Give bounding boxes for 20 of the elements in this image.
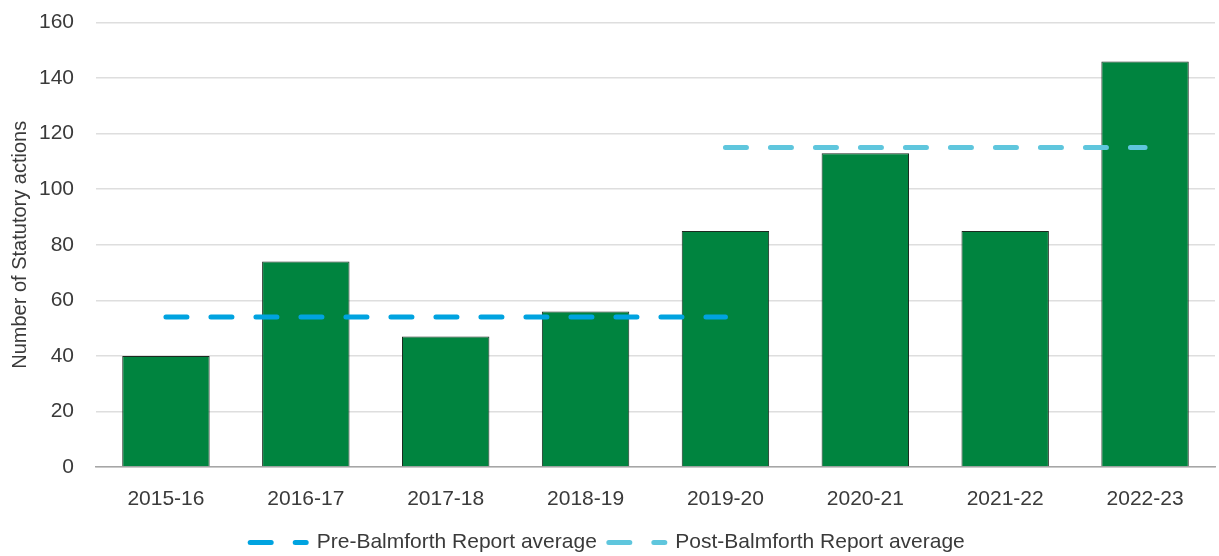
x-tick-label: 2021-22	[966, 486, 1044, 510]
x-tick-label: 2019-20	[686, 486, 764, 510]
legend-label: Post-Balmforth Report average	[675, 529, 965, 553]
legend-label: Pre-Balmforth Report average	[316, 529, 597, 553]
y-tick-label: 120	[38, 120, 74, 144]
y-tick-label: 60	[50, 287, 74, 311]
x-tick-label: 2016-17	[267, 486, 345, 510]
x-tick-label: 2015-16	[127, 486, 205, 510]
y-tick-label: 100	[38, 176, 74, 200]
y-tick-label: 40	[50, 342, 74, 366]
x-tick-label: 2018-19	[547, 486, 625, 510]
x-tick-label: 2017-18	[407, 486, 485, 510]
y-tick-label: 0	[62, 453, 74, 477]
y-tick-label: 160	[38, 9, 74, 33]
y-tick-label: 140	[38, 64, 74, 88]
y-axis-title: Number of Statutory actions	[7, 120, 30, 369]
x-tick-label: 2022-23	[1106, 486, 1184, 510]
y-tick-label: 80	[50, 231, 74, 255]
y-tick-label: 20	[50, 398, 74, 422]
x-tick-label: 2020-21	[826, 486, 904, 510]
